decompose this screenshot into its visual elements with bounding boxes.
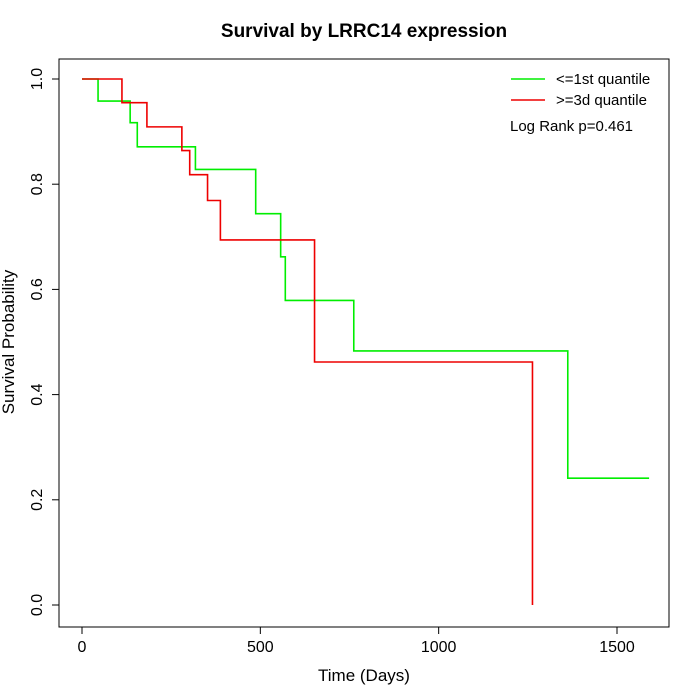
y-tick-label: 0.2: [29, 489, 46, 511]
log-rank-annotation: Log Rank p=0.461: [510, 118, 633, 135]
legend: <=1st quantile >=3d quantile: [511, 71, 650, 109]
legend-label-1: >=3d quantile: [556, 92, 647, 109]
x-axis: 0 500 1000 1500: [78, 626, 635, 656]
x-tick-label: 500: [247, 639, 274, 656]
y-tick-label: 1.0: [29, 68, 46, 90]
plot-frame: [58, 58, 670, 628]
y-tick-label: 0.0: [29, 594, 46, 616]
series-line-1: [82, 78, 534, 605]
legend-label-0: <=1st quantile: [556, 71, 650, 88]
series-line-0: [82, 78, 650, 480]
y-tick-label: 0.6: [29, 278, 46, 300]
x-tick-label: 1500: [599, 639, 635, 656]
y-axis: 0.0 0.2 0.4 0.6 0.8 1.0: [29, 68, 60, 616]
x-axis-label: Time (Days): [318, 666, 410, 685]
chart-title: Survival by LRRC14 expression: [221, 21, 507, 42]
x-tick-label: 1000: [421, 639, 457, 656]
y-tick-label: 0.8: [29, 173, 46, 195]
y-axis-label: Survival Probability: [0, 269, 18, 414]
series-layer: [82, 78, 650, 605]
x-tick-label: 0: [78, 639, 87, 656]
y-tick-label: 0.4: [29, 383, 46, 405]
